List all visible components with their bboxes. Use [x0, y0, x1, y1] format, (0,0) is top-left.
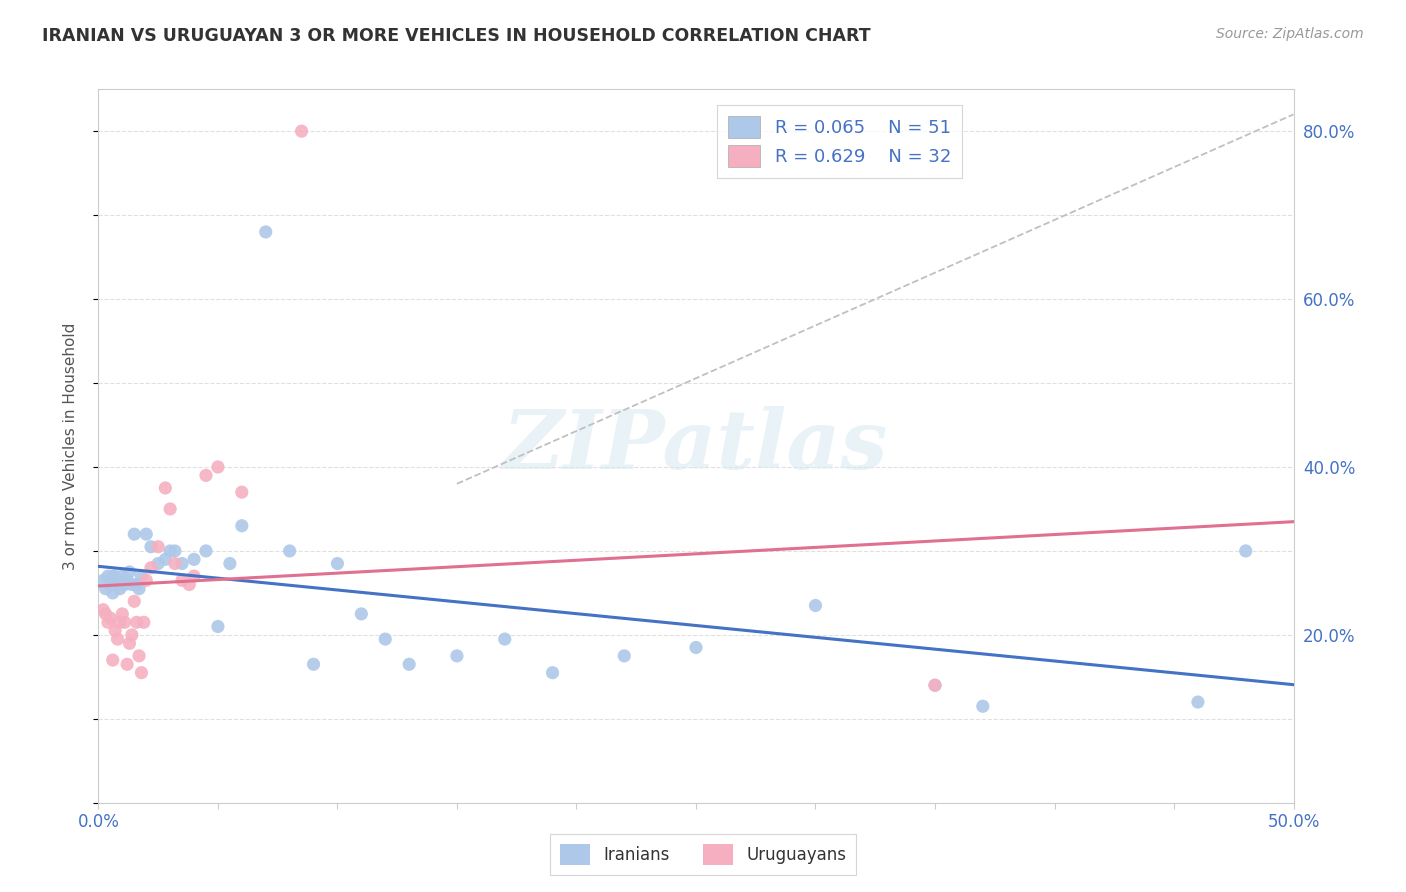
Point	[104, 624, 127, 638]
Point	[1234, 544, 1257, 558]
Point	[104, 574, 127, 588]
Point	[172, 557, 194, 571]
Text: IRANIAN VS URUGUAYAN 3 OR MORE VEHICLES IN HOUSEHOLD CORRELATION CHART: IRANIAN VS URUGUAYAN 3 OR MORE VEHICLES …	[42, 27, 870, 45]
Point	[111, 577, 134, 591]
Point	[125, 615, 148, 630]
Point	[118, 565, 141, 579]
Point	[97, 569, 120, 583]
Point	[121, 577, 143, 591]
Point	[278, 544, 301, 558]
Point	[685, 640, 707, 655]
Point	[107, 632, 129, 646]
Point	[94, 607, 117, 621]
Point	[139, 560, 162, 574]
Point	[94, 582, 117, 596]
Point	[131, 569, 153, 583]
Point	[115, 574, 138, 588]
Point	[195, 544, 218, 558]
Point	[302, 657, 325, 672]
Point	[91, 603, 114, 617]
Point	[135, 527, 157, 541]
Point	[494, 632, 516, 646]
Point	[148, 557, 170, 571]
Text: ZIPatlas: ZIPatlas	[503, 406, 889, 486]
Point	[135, 574, 157, 588]
Point	[350, 607, 373, 621]
Point	[104, 569, 127, 583]
Point	[121, 628, 143, 642]
Point	[111, 607, 134, 621]
Point	[97, 615, 120, 630]
Point	[108, 582, 131, 596]
Point	[101, 653, 124, 667]
Point	[163, 557, 186, 571]
Point	[128, 582, 150, 596]
Y-axis label: 3 or more Vehicles in Household: 3 or more Vehicles in Household	[63, 322, 77, 570]
Point	[183, 552, 205, 566]
Point	[118, 636, 141, 650]
Point	[1187, 695, 1209, 709]
Point	[91, 574, 114, 588]
Point	[132, 615, 155, 630]
Point	[291, 124, 314, 138]
Legend: R = 0.065    N = 51, R = 0.629    N = 32: R = 0.065 N = 51, R = 0.629 N = 32	[717, 105, 962, 178]
Point	[108, 615, 131, 630]
Point	[107, 577, 129, 591]
Legend: Iranians, Uruguayans: Iranians, Uruguayans	[550, 834, 856, 875]
Point	[183, 569, 205, 583]
Point	[207, 460, 229, 475]
Point	[111, 569, 134, 583]
Point	[207, 619, 229, 633]
Point	[374, 632, 396, 646]
Point	[219, 557, 242, 571]
Point	[131, 665, 153, 680]
Point	[114, 577, 136, 591]
Point	[98, 611, 122, 625]
Point	[541, 665, 564, 680]
Point	[124, 594, 146, 608]
Point	[155, 481, 177, 495]
Point	[139, 540, 162, 554]
Point	[128, 648, 150, 663]
Point	[114, 615, 136, 630]
Point	[163, 544, 186, 558]
Point	[613, 648, 636, 663]
Point	[326, 557, 349, 571]
Point	[179, 577, 201, 591]
Point	[231, 518, 253, 533]
Point	[101, 586, 124, 600]
Point	[124, 527, 146, 541]
Point	[159, 544, 181, 558]
Point	[231, 485, 253, 500]
Point	[107, 574, 129, 588]
Point	[446, 648, 468, 663]
Point	[108, 574, 131, 588]
Point	[972, 699, 994, 714]
Point	[125, 577, 148, 591]
Point	[159, 502, 181, 516]
Point	[98, 577, 122, 591]
Point	[924, 678, 946, 692]
Point	[254, 225, 277, 239]
Point	[115, 657, 138, 672]
Point	[398, 657, 420, 672]
Point	[804, 599, 827, 613]
Point	[101, 569, 124, 583]
Point	[172, 574, 194, 588]
Text: Source: ZipAtlas.com: Source: ZipAtlas.com	[1216, 27, 1364, 41]
Point	[924, 678, 946, 692]
Point	[148, 540, 170, 554]
Point	[195, 468, 218, 483]
Point	[155, 552, 177, 566]
